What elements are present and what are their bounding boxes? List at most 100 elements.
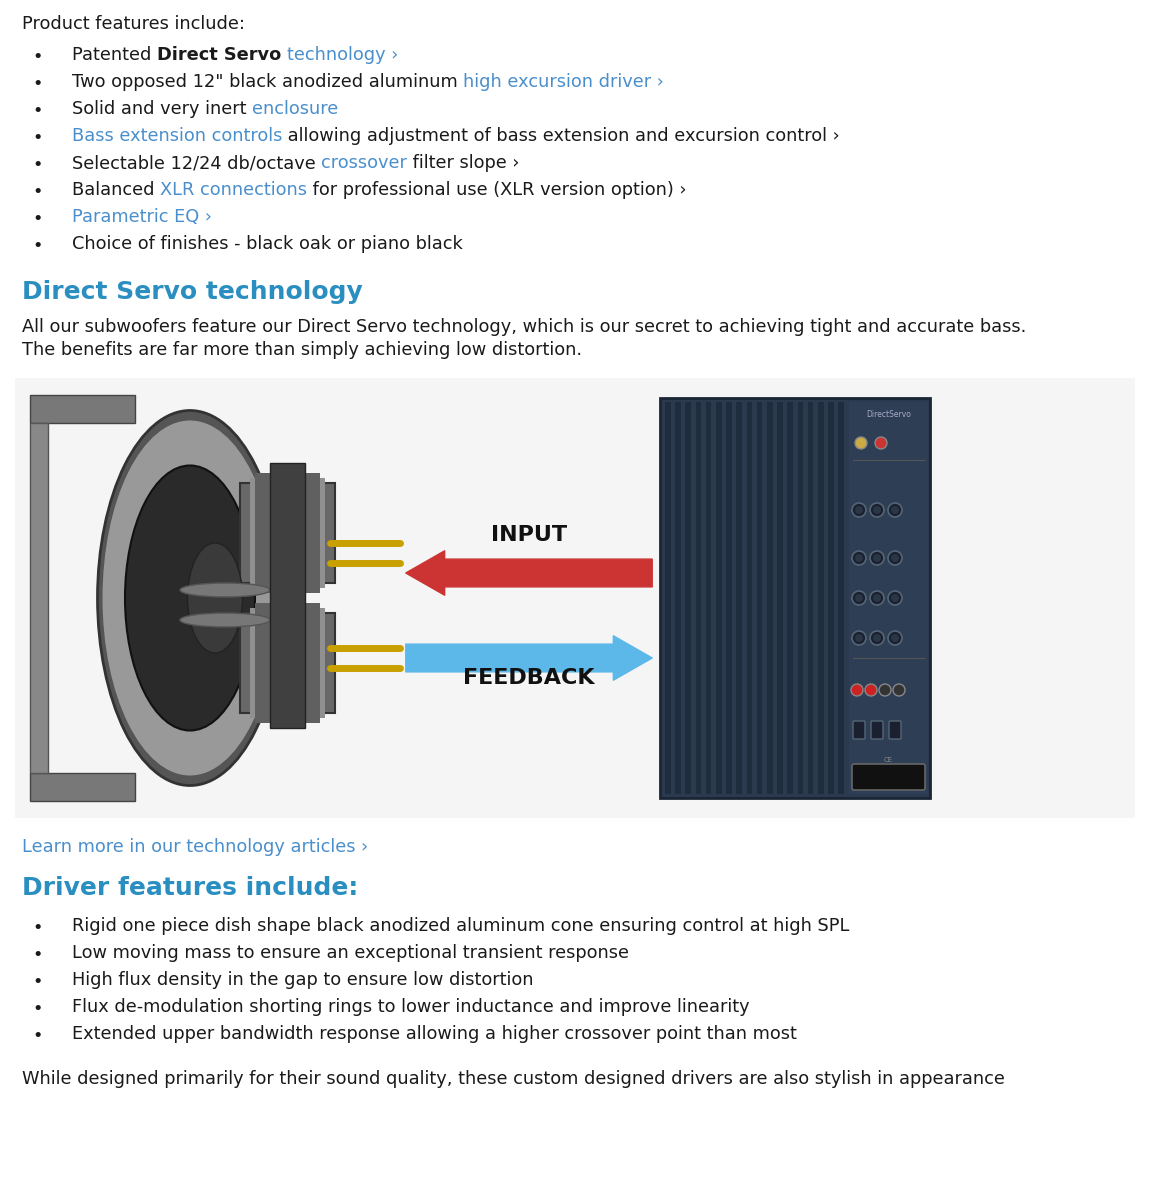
- Text: Extended upper bandwidth response allowing a higher crossover point than most: Extended upper bandwidth response allowi…: [71, 1025, 797, 1043]
- Circle shape: [890, 594, 899, 602]
- Text: •: •: [32, 102, 43, 120]
- Text: Driver features include:: Driver features include:: [22, 876, 358, 900]
- Circle shape: [870, 590, 884, 605]
- Text: •: •: [32, 946, 43, 964]
- Circle shape: [870, 631, 884, 646]
- Bar: [818, 402, 824, 794]
- Text: The benefits are far more than simply achieving low distortion.: The benefits are far more than simply ac…: [22, 341, 582, 359]
- Circle shape: [852, 590, 866, 605]
- Text: •: •: [32, 128, 43, 146]
- Bar: [696, 402, 702, 794]
- Text: CE: CE: [884, 757, 893, 763]
- Text: •: •: [32, 74, 43, 92]
- Circle shape: [852, 631, 866, 646]
- Circle shape: [890, 506, 899, 514]
- Text: high excursion driver ›: high excursion driver ›: [463, 73, 664, 91]
- Text: Balanced: Balanced: [71, 181, 160, 199]
- Bar: [675, 402, 681, 794]
- Bar: [706, 402, 712, 794]
- FancyArrowPatch shape: [406, 636, 652, 680]
- Circle shape: [890, 634, 899, 642]
- FancyArrowPatch shape: [406, 551, 652, 595]
- Text: crossover: crossover: [321, 154, 408, 172]
- Bar: [685, 402, 691, 794]
- Circle shape: [855, 437, 867, 449]
- Circle shape: [855, 594, 863, 602]
- Circle shape: [873, 594, 881, 602]
- Bar: [746, 402, 752, 794]
- Text: Flux de-modulation shorting rings to lower inductance and improve linearity: Flux de-modulation shorting rings to low…: [71, 998, 750, 1016]
- Text: Bass extension controls: Bass extension controls: [71, 127, 282, 145]
- FancyBboxPatch shape: [889, 721, 901, 739]
- Circle shape: [873, 506, 881, 514]
- Text: DirectServo: DirectServo: [866, 410, 911, 419]
- Circle shape: [851, 684, 863, 696]
- Text: INPUT: INPUT: [491, 526, 567, 545]
- Circle shape: [855, 506, 863, 514]
- Text: •: •: [32, 1027, 43, 1045]
- Text: Choice of finishes - black oak or piano black: Choice of finishes - black oak or piano …: [71, 235, 463, 253]
- Text: Rigid one piece dish shape black anodized aluminum cone ensuring control at high: Rigid one piece dish shape black anodize…: [71, 917, 849, 935]
- Circle shape: [890, 554, 899, 562]
- Circle shape: [852, 503, 866, 517]
- Text: •: •: [32, 919, 43, 937]
- Bar: [849, 402, 929, 794]
- Bar: [808, 402, 813, 794]
- Circle shape: [893, 684, 905, 696]
- Text: enclosure: enclosure: [252, 100, 339, 118]
- Text: All our subwoofers feature our Direct Servo technology, which is our secret to a: All our subwoofers feature our Direct Se…: [22, 318, 1026, 336]
- Bar: [30, 773, 135, 802]
- Circle shape: [870, 551, 884, 565]
- Bar: [778, 402, 783, 794]
- FancyBboxPatch shape: [660, 398, 930, 798]
- Text: •: •: [32, 182, 43, 200]
- Bar: [757, 402, 763, 794]
- Circle shape: [879, 684, 890, 696]
- Text: •: •: [32, 236, 43, 254]
- Ellipse shape: [103, 420, 278, 775]
- Bar: [797, 402, 803, 794]
- Text: •: •: [32, 1000, 43, 1018]
- Ellipse shape: [180, 583, 270, 596]
- Text: High flux density in the gap to ensure low distortion: High flux density in the gap to ensure l…: [71, 971, 533, 989]
- Text: •: •: [32, 973, 43, 991]
- Bar: [30, 422, 48, 773]
- Text: allowing adjustment of bass extension and excursion control ›: allowing adjustment of bass extension an…: [282, 127, 840, 145]
- Bar: [240, 613, 335, 713]
- Circle shape: [873, 554, 881, 562]
- Circle shape: [852, 551, 866, 565]
- Text: While designed primarily for their sound quality, these custom designed drivers : While designed primarily for their sound…: [22, 1070, 1005, 1088]
- Bar: [839, 402, 844, 794]
- Ellipse shape: [126, 466, 255, 731]
- Bar: [250, 478, 325, 588]
- Text: •: •: [32, 48, 43, 66]
- Text: for professional use (XLR version option) ›: for professional use (XLR version option…: [308, 181, 687, 199]
- Bar: [736, 402, 742, 794]
- Circle shape: [888, 590, 902, 605]
- Bar: [240, 482, 335, 583]
- Circle shape: [888, 503, 902, 517]
- Text: filter slope ›: filter slope ›: [408, 154, 520, 172]
- Bar: [250, 608, 325, 718]
- Ellipse shape: [180, 613, 270, 626]
- Bar: [255, 473, 320, 593]
- Text: Parametric EQ ›: Parametric EQ ›: [71, 208, 212, 226]
- Bar: [270, 463, 305, 728]
- Text: Two opposed 12" black anodized aluminum: Two opposed 12" black anodized aluminum: [71, 73, 463, 91]
- Text: Solid and very inert: Solid and very inert: [71, 100, 252, 118]
- Text: •: •: [32, 156, 43, 174]
- Text: Product features include:: Product features include:: [22, 14, 245, 32]
- Bar: [788, 402, 793, 794]
- Ellipse shape: [188, 542, 243, 653]
- Bar: [828, 402, 834, 794]
- Text: technology ›: technology ›: [287, 46, 399, 64]
- Ellipse shape: [98, 410, 282, 786]
- Circle shape: [876, 437, 887, 449]
- Text: Patented: Patented: [71, 46, 157, 64]
- Bar: [30, 395, 135, 422]
- Text: Selectable 12/24 db/octave: Selectable 12/24 db/octave: [71, 154, 321, 172]
- Text: •: •: [32, 210, 43, 228]
- FancyBboxPatch shape: [871, 721, 882, 739]
- Text: Direct Servo technology: Direct Servo technology: [22, 280, 363, 304]
- Circle shape: [888, 631, 902, 646]
